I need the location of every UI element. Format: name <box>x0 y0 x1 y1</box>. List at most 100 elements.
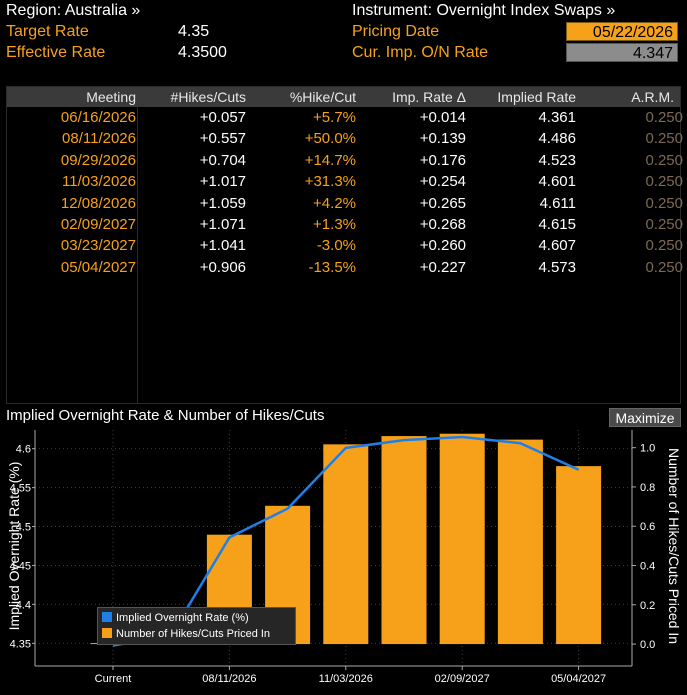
y-tick-label: 4.45 <box>10 560 31 572</box>
x-tick-label: 11/03/2026 <box>319 673 373 685</box>
col-header-implied[interactable]: Implied Rate <box>497 89 576 105</box>
cell-meeting: 11/03/2026 <box>62 173 136 191</box>
x-tick-label: 05/04/2027 <box>551 673 606 685</box>
meetings-table: Meeting #Hikes/Cuts %Hike/Cut Imp. Rate … <box>6 86 683 404</box>
col-header-meeting[interactable]: Meeting <box>86 89 136 105</box>
y2-tick-label: 0.2 <box>640 600 655 612</box>
y-tick-label: 4.4 <box>16 599 31 611</box>
cell-imp-delta: +0.227 <box>419 258 466 276</box>
cell-meeting: 02/09/2027 <box>60 216 136 233</box>
cell-arm: 0.250 <box>645 194 683 212</box>
legend-swatch-hikes <box>102 628 112 638</box>
legend-label-rate: Implied Overnight Rate (%) <box>116 612 249 624</box>
cell-implied: 4.607 <box>538 237 576 255</box>
cell-implied: 4.615 <box>538 216 576 233</box>
target-rate-value: 4.35 <box>178 23 210 40</box>
instrument-selector[interactable]: Instrument: Overnight Index Swaps » <box>352 2 616 19</box>
effective-rate-label: Effective Rate <box>6 44 106 61</box>
cell-meeting: 12/08/2026 <box>60 194 136 212</box>
target-rate-label: Target Rate <box>6 23 89 40</box>
effective-rate-value: 4.3500 <box>178 44 227 61</box>
line-implied-rate <box>112 435 580 647</box>
table-row[interactable]: 06/16/2026 +0.057 +5.7% +0.014 4.361 0.250 <box>7 107 683 128</box>
bar-hikes-6 <box>439 433 485 645</box>
col-header-arm[interactable]: A.R.M. <box>631 89 674 105</box>
table-row[interactable]: 08/11/2026 +0.557 +50.0% +0.139 4.486 0.250 <box>7 128 683 149</box>
legend-label-hikes: Number of Hikes/Cuts Priced In <box>116 628 271 640</box>
y2-axis-label: Number of Hikes/Cuts Priced In <box>666 448 682 644</box>
legend-item-hikes: Number of Hikes/Cuts Priced In <box>102 628 270 640</box>
cell-pct: +50.0% <box>304 130 356 148</box>
cell-imp-delta: +0.260 <box>419 237 466 255</box>
bar-hikes-8 <box>556 466 602 645</box>
col-header-pct[interactable]: %Hike/Cut <box>289 89 356 105</box>
rate-hikes-chart: 4.35 4.4 4.45 4.5 4.55 4.6 0.0 0.2 0.4 0.6 0.8 1.0 C… <box>0 428 687 695</box>
cell-imp-delta: +0.014 <box>419 109 466 126</box>
y-tick-label: 4.6 <box>16 444 31 456</box>
cell-pct: +4.2% <box>313 194 356 212</box>
x-tick-label: 02/09/2027 <box>435 673 490 685</box>
cell-pct: +5.7% <box>313 109 356 126</box>
col-header-hikes[interactable]: #Hikes/Cuts <box>170 89 246 105</box>
cell-imp-delta: +0.265 <box>419 194 466 212</box>
cell-implied: 4.486 <box>538 130 576 148</box>
table-row[interactable]: 02/09/2027 +1.071 +1.3% +0.268 4.615 0.250 <box>7 214 683 235</box>
cell-arm: 0.250 <box>645 173 683 191</box>
cell-meeting: 08/11/2026 <box>62 130 136 148</box>
cell-hikes: +0.057 <box>199 109 246 126</box>
table-row[interactable]: 03/23/2027 +1.041 -3.0% +0.260 4.607 0.250 <box>7 235 683 256</box>
table-row[interactable]: 12/08/2026 +1.059 +4.2% +0.265 4.611 0.250 <box>7 193 683 214</box>
cell-arm: 0.250 <box>645 151 683 169</box>
cell-hikes: +1.041 <box>199 237 246 255</box>
y-tick-label: 4.35 <box>10 638 31 650</box>
cell-meeting: 09/29/2026 <box>60 151 136 169</box>
y2-tick-label: 0.8 <box>640 482 655 494</box>
y-axis-label: Implied Overnight Rate (%) <box>6 462 22 631</box>
column-divider <box>137 107 138 404</box>
pricing-date-field[interactable]: 05/22/2026 <box>566 22 678 41</box>
y2-tick-label: 0.0 <box>640 639 655 651</box>
cell-hikes: +0.906 <box>199 258 246 276</box>
cell-meeting: 05/04/2027 <box>60 258 136 276</box>
cell-implied: 4.523 <box>538 151 576 169</box>
cell-hikes: +0.704 <box>199 151 246 169</box>
legend-item-rate: Implied Overnight Rate (%) <box>102 612 249 624</box>
x-tick-label: 08/11/2026 <box>202 673 256 685</box>
table-row[interactable]: 11/03/2026 +1.017 +31.3% +0.254 4.601 0.250 <box>7 171 683 192</box>
cell-imp-delta: +0.268 <box>419 216 466 233</box>
cell-arm: 0.250 <box>645 258 683 276</box>
cur-imp-rate-field: 4.347 <box>566 43 678 62</box>
cell-pct: +14.7% <box>304 151 356 169</box>
cell-imp-delta: +0.254 <box>419 173 466 191</box>
maximize-button[interactable]: Maximize <box>609 408 681 427</box>
cell-arm: 0.250 <box>645 237 683 255</box>
cell-implied: 4.573 <box>538 258 576 276</box>
chart-legend: Implied Overnight Rate (%) Number of Hik… <box>97 607 296 645</box>
x-tick-label: Current <box>95 673 132 685</box>
cur-imp-rate-label: Cur. Imp. O/N Rate <box>352 44 489 61</box>
region-selector[interactable]: Region: Australia » <box>6 2 141 19</box>
cell-imp-delta: +0.176 <box>419 151 466 169</box>
cell-meeting: 06/16/2026 <box>60 109 136 126</box>
cell-arm: 0.250 <box>645 109 683 126</box>
y2-tick-label: 0.6 <box>640 521 655 533</box>
legend-swatch-rate <box>102 612 112 622</box>
y-tick-label: 4.55 <box>10 483 31 495</box>
cell-pct: -3.0% <box>316 237 356 255</box>
cell-pct: +1.3% <box>313 216 356 233</box>
table-row[interactable]: 05/04/2027 +0.906 -13.5% +0.227 4.573 0.250 <box>7 257 683 278</box>
cell-pct: -13.5% <box>308 258 356 276</box>
cell-meeting: 03/23/2027 <box>60 237 136 255</box>
pricing-date-label: Pricing Date <box>352 23 440 40</box>
table-row[interactable]: 09/29/2026 +0.704 +14.7% +0.176 4.523 0.250 <box>7 150 683 171</box>
col-header-imp-delta[interactable]: Imp. Rate Δ <box>392 89 466 105</box>
y2-tick-label: 0.4 <box>640 561 655 573</box>
cell-pct: +31.3% <box>304 173 356 191</box>
cell-arm: 0.250 <box>645 130 683 148</box>
cell-imp-delta: +0.139 <box>419 130 466 148</box>
bar-hikes-5 <box>381 436 427 645</box>
bar-hikes-7 <box>497 439 543 645</box>
cell-hikes: +0.557 <box>199 130 246 148</box>
cell-hikes: +1.071 <box>199 216 246 233</box>
cell-arm: 0.250 <box>645 216 683 233</box>
